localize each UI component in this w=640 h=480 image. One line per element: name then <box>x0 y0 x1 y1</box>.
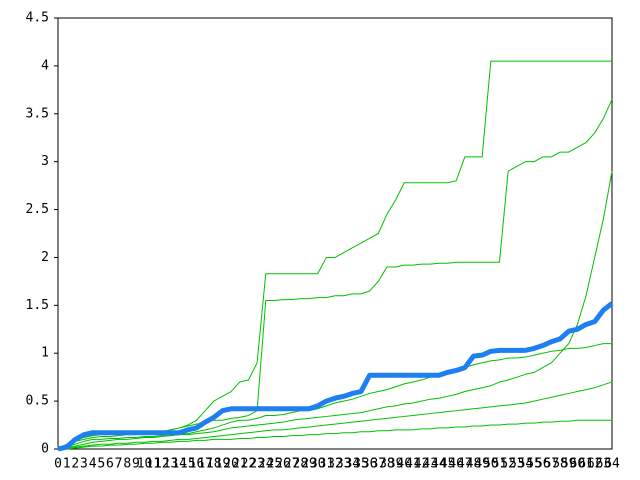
x-tick-label: 20 <box>223 457 239 472</box>
x-tick-label: 34 <box>344 457 360 472</box>
x-tick-label: 17 <box>197 457 213 472</box>
x-tick-label: 36 <box>362 457 378 472</box>
x-tick-label: 38 <box>379 457 395 472</box>
x-tick-label: 43 <box>422 457 438 472</box>
x-tick-label: 53 <box>509 457 525 472</box>
x-tick-label: 19 <box>215 457 231 472</box>
x-tick-label: 60 <box>570 457 586 472</box>
x-tick-label: 25 <box>267 457 283 472</box>
x-tick-label: 8 <box>123 457 131 472</box>
x-tick-label: 59 <box>561 457 577 472</box>
y-tick-label: 1 <box>41 346 49 361</box>
y-tick-label: 2.5 <box>26 202 49 217</box>
x-tick-label: 56 <box>535 457 551 472</box>
y-tick-label: 1.5 <box>26 298 49 313</box>
x-tick-label: 47 <box>457 457 473 472</box>
x-tick-label: 30 <box>310 457 326 472</box>
x-tick-label: 50 <box>483 457 499 472</box>
x-tick-label: 0 <box>54 457 62 472</box>
x-tick-label: 7 <box>115 457 123 472</box>
x-tick-label: 27 <box>284 457 300 472</box>
series-line <box>57 171 613 450</box>
x-tick-label: 64 <box>604 457 620 472</box>
x-tick-label: 9 <box>132 457 140 472</box>
x-tick-label: 31 <box>319 457 335 472</box>
x-tick-label: 57 <box>544 457 560 472</box>
x-tick-label: 48 <box>466 457 482 472</box>
x-tick-label: 51 <box>492 457 508 472</box>
x-tick-label: 1 <box>63 457 71 472</box>
x-tick-label: 33 <box>336 457 352 472</box>
x-tick-label: 18 <box>206 457 222 472</box>
x-tick-label: 39 <box>388 457 404 472</box>
y-tick-label: 0.5 <box>26 394 49 409</box>
x-tick-label: 2 <box>71 457 79 472</box>
x-tick-label: 21 <box>232 457 248 472</box>
x-tick-label: 12 <box>154 457 170 472</box>
series-line <box>58 419 612 450</box>
x-tick-label: 46 <box>448 457 464 472</box>
x-tick-label: 16 <box>189 457 205 472</box>
x-tick-label: 22 <box>241 457 257 472</box>
x-tick-label: 13 <box>163 457 179 472</box>
x-tick-label: 37 <box>370 457 386 472</box>
x-tick-label: 3 <box>80 457 88 472</box>
x-tick-label: 40 <box>396 457 412 472</box>
x-tick-label: 61 <box>578 457 594 472</box>
y-tick-label: 3.5 <box>26 106 49 121</box>
x-tick-label: 49 <box>474 457 490 472</box>
x-tick-label: 23 <box>249 457 265 472</box>
x-tick-label: 54 <box>518 457 534 472</box>
x-tick-label: 29 <box>301 457 317 472</box>
x-tick-label: 32 <box>327 457 343 472</box>
x-tick-label: 44 <box>431 457 447 472</box>
x-tick-label: 42 <box>414 457 430 472</box>
y-tick-label: 0 <box>41 442 49 457</box>
x-tick-label: 11 <box>145 457 161 472</box>
x-tick-label: 4 <box>89 457 97 472</box>
x-tick-label: 35 <box>353 457 369 472</box>
y-tick-label: 4 <box>41 58 49 73</box>
plot-frame <box>57 17 613 450</box>
x-tick-label: 14 <box>171 457 187 472</box>
x-tick-label: 28 <box>293 457 309 472</box>
x-tick-label: 6 <box>106 457 114 472</box>
y-tick-label: 2 <box>41 250 49 265</box>
x-tick-label: 5 <box>97 457 105 472</box>
series-line <box>57 381 613 450</box>
x-tick-label: 26 <box>275 457 291 472</box>
x-tick-label: 52 <box>500 457 516 472</box>
x-tick-label: 58 <box>552 457 568 472</box>
x-tick-label: 10 <box>137 457 153 472</box>
x-tick-label: 24 <box>258 457 274 472</box>
x-tick-label: 45 <box>440 457 456 472</box>
x-tick-label: 63 <box>596 457 612 472</box>
series-line <box>57 301 614 452</box>
x-tick-label: 41 <box>405 457 421 472</box>
series-line <box>57 343 612 450</box>
y-tick-label: 4.5 <box>26 11 49 26</box>
x-tick-label: 62 <box>587 457 603 472</box>
x-tick-label: 55 <box>526 457 542 472</box>
x-tick-label: 15 <box>180 457 196 472</box>
y-tick-label: 3 <box>41 154 49 169</box>
